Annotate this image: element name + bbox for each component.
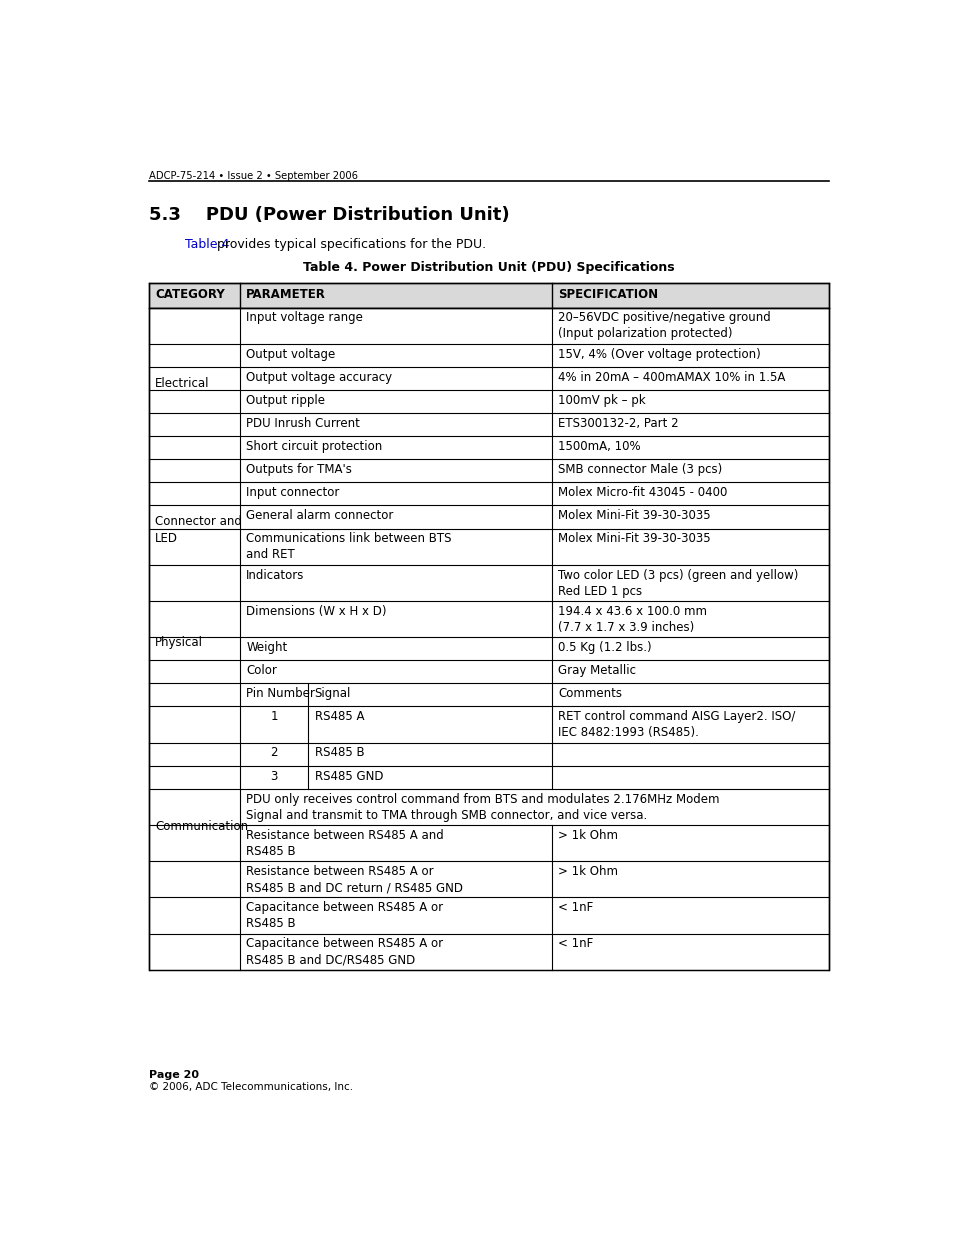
Text: PDU only receives control command from BTS and modulates 2.176MHz Modem
Signal a: PDU only receives control command from B… <box>246 793 720 821</box>
Text: Molex Micro-fit 43045 - 0400: Molex Micro-fit 43045 - 0400 <box>558 487 726 499</box>
Text: General alarm connector: General alarm connector <box>246 509 394 522</box>
Text: Signal: Signal <box>314 687 351 700</box>
Text: RET control command AISG Layer2. ISO/
IEC 8482:1993 (RS485).: RET control command AISG Layer2. ISO/ IE… <box>558 710 795 740</box>
Text: Output voltage: Output voltage <box>246 347 335 361</box>
Text: PARAMETER: PARAMETER <box>246 288 326 301</box>
Text: Gray Metallic: Gray Metallic <box>558 664 636 677</box>
Text: 20–56VDC positive/negative ground
(Input polarization protected): 20–56VDC positive/negative ground (Input… <box>558 311 770 341</box>
Text: 1: 1 <box>271 710 277 724</box>
Text: 2: 2 <box>271 746 277 760</box>
Text: Molex Mini-Fit 39-30-3035: Molex Mini-Fit 39-30-3035 <box>558 509 710 522</box>
Text: Output ripple: Output ripple <box>246 394 325 406</box>
Text: SPECIFICATION: SPECIFICATION <box>558 288 658 301</box>
Text: Pin Number: Pin Number <box>246 687 314 700</box>
Text: CATEGORY: CATEGORY <box>154 288 224 301</box>
Text: ETS300132-2, Part 2: ETS300132-2, Part 2 <box>558 417 678 430</box>
Text: Weight: Weight <box>246 641 287 655</box>
Text: < 1nF: < 1nF <box>558 902 593 914</box>
Text: PDU Inrush Current: PDU Inrush Current <box>246 417 360 430</box>
Text: Dimensions (W x H x D): Dimensions (W x H x D) <box>246 605 387 618</box>
Text: Resistance between RS485 A or
RS485 B and DC return / RS485 GND: Resistance between RS485 A or RS485 B an… <box>246 864 463 894</box>
Text: Physical: Physical <box>154 636 203 648</box>
Text: RS485 A: RS485 A <box>314 710 364 724</box>
Text: Table 4: Table 4 <box>185 238 230 251</box>
Text: Page 20: Page 20 <box>149 1070 198 1079</box>
Text: Connector and
LED: Connector and LED <box>154 515 241 545</box>
Text: Communication: Communication <box>154 820 248 834</box>
Text: 4% in 20mA – 400mAMAX 10% in 1.5A: 4% in 20mA – 400mAMAX 10% in 1.5A <box>558 370 784 384</box>
Text: 15V, 4% (Over voltage protection): 15V, 4% (Over voltage protection) <box>558 347 760 361</box>
Text: Capacitance between RS485 A or
RS485 B and DC/RS485 GND: Capacitance between RS485 A or RS485 B a… <box>246 937 443 967</box>
Text: Molex Mini-Fit 39-30-3035: Molex Mini-Fit 39-30-3035 <box>558 532 710 546</box>
Text: Communications link between BTS
and RET: Communications link between BTS and RET <box>246 532 452 562</box>
Text: 0.5 Kg (1.2 lbs.): 0.5 Kg (1.2 lbs.) <box>558 641 651 655</box>
Text: Table 4. Power Distribution Unit (PDU) Specifications: Table 4. Power Distribution Unit (PDU) S… <box>303 262 674 274</box>
Bar <box>149 283 828 308</box>
Text: RS485 B: RS485 B <box>314 746 364 760</box>
Text: Input voltage range: Input voltage range <box>246 311 363 325</box>
Text: SMB connector Male (3 pcs): SMB connector Male (3 pcs) <box>558 463 721 477</box>
Text: Two color LED (3 pcs) (green and yellow)
Red LED 1 pcs: Two color LED (3 pcs) (green and yellow)… <box>558 568 798 598</box>
Text: Output voltage accuracy: Output voltage accuracy <box>246 370 392 384</box>
Text: Input connector: Input connector <box>246 487 339 499</box>
Text: Electrical: Electrical <box>154 377 209 390</box>
Text: Outputs for TMA's: Outputs for TMA's <box>246 463 352 477</box>
Text: Comments: Comments <box>558 687 621 700</box>
Text: © 2006, ADC Telecommunications, Inc.: © 2006, ADC Telecommunications, Inc. <box>149 1082 353 1092</box>
Text: provides typical specifications for the PDU.: provides typical specifications for the … <box>213 238 486 251</box>
Text: 194.4 x 43.6 x 100.0 mm
(7.7 x 1.7 x 3.9 inches): 194.4 x 43.6 x 100.0 mm (7.7 x 1.7 x 3.9… <box>558 605 706 634</box>
Text: ADCP-75-214 • Issue 2 • September 2006: ADCP-75-214 • Issue 2 • September 2006 <box>149 172 357 182</box>
Text: Capacitance between RS485 A or
RS485 B: Capacitance between RS485 A or RS485 B <box>246 902 443 930</box>
Text: 3: 3 <box>271 769 277 783</box>
Text: 1500mA, 10%: 1500mA, 10% <box>558 440 639 453</box>
Bar <box>149 308 828 969</box>
Text: Color: Color <box>246 664 277 677</box>
Text: Resistance between RS485 A and
RS485 B: Resistance between RS485 A and RS485 B <box>246 829 444 858</box>
Text: RS485 GND: RS485 GND <box>314 769 383 783</box>
Text: > 1k Ohm: > 1k Ohm <box>558 829 618 842</box>
Text: > 1k Ohm: > 1k Ohm <box>558 864 618 878</box>
Text: 5.3    PDU (Power Distribution Unit): 5.3 PDU (Power Distribution Unit) <box>149 206 509 224</box>
Text: 100mV pk – pk: 100mV pk – pk <box>558 394 645 406</box>
Text: Indicators: Indicators <box>246 568 304 582</box>
Text: < 1nF: < 1nF <box>558 937 593 951</box>
Text: Short circuit protection: Short circuit protection <box>246 440 382 453</box>
